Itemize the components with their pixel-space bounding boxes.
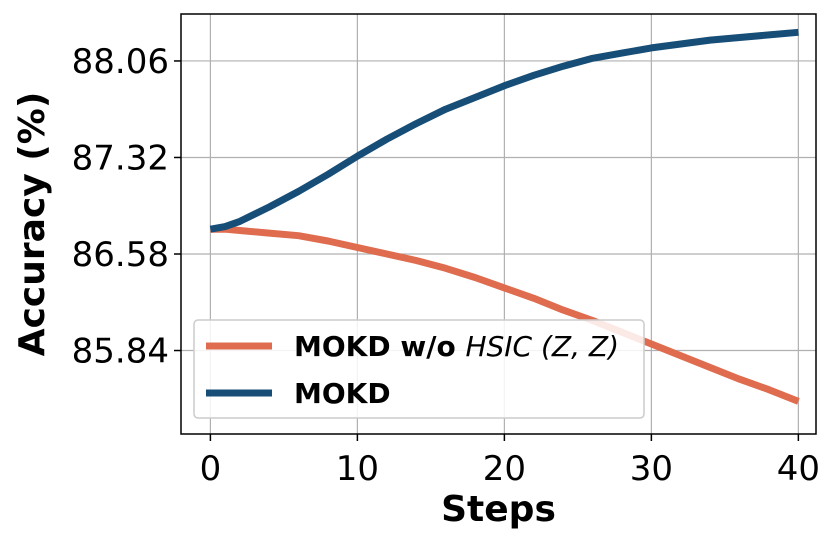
y-tick-label: 86.58 [72,235,169,275]
y-tick-label: 85.84 [72,332,169,372]
x-tick-label: 20 [483,449,526,489]
legend: MOKD w/o HSIC (Z, Z) MOKD [193,319,645,419]
plot-frame [180,13,817,435]
tick-layer: 0 10 20 30 40 85.84 86.58 87.32 88.06 [72,42,820,489]
legend-label-0-math: HSIC [465,330,532,363]
legend-label-0: MOKD w/o HSIC (Z, Z) [294,330,619,363]
x-tick-label: 10 [336,449,379,489]
y-axis-title: Accuracy (%) [12,92,53,357]
legend-label-1: MOKD [294,377,391,410]
legend-label-1-main: MOKD [294,377,391,410]
x-tick-label: 40 [777,449,820,489]
legend-label-0-args: (Z, Z) [541,330,619,363]
legend-box [193,319,645,419]
y-tick-label: 88.06 [72,42,169,82]
series-line-1 [209,28,799,233]
y-tick-label: 87.32 [72,138,169,178]
x-tick-label: 0 [200,449,222,489]
series-layer [209,28,800,405]
x-axis-title: Steps [441,489,556,530]
x-tick-label: 30 [630,449,673,489]
legend-label-0-main: MOKD w/o [294,330,465,363]
series-line-0 [210,225,800,405]
